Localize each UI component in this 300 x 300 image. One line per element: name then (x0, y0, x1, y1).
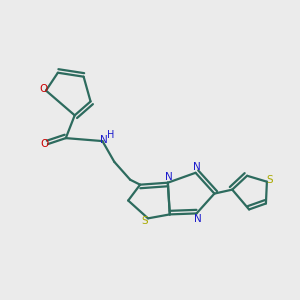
Text: N: N (100, 135, 108, 145)
Text: N: N (193, 162, 200, 172)
Text: O: O (41, 139, 49, 149)
Text: N: N (194, 214, 201, 224)
Text: S: S (142, 216, 148, 226)
Text: S: S (267, 175, 273, 185)
Text: N: N (165, 172, 172, 182)
Text: O: O (40, 84, 48, 94)
Text: H: H (107, 130, 115, 140)
